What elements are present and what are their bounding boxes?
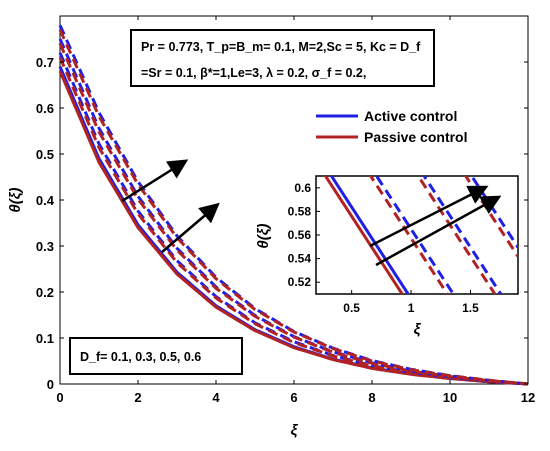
y-tick-label: 0.2 (36, 285, 54, 300)
series-line-passive-df-06 (58, 29, 529, 386)
inset-series-line-active-df-03 (374, 176, 456, 294)
inset-ticks: 0.5 1 1.5 0.52 0.54 0.56 0.58 0.6 (288, 181, 479, 315)
parameter-line-1: Pr = 0.773, T_p=B_m= 0.1, M=2,Sc = 5, Kc… (141, 40, 421, 54)
y-tick-label: 0.6 (36, 101, 54, 116)
legend-label-active: Active control (364, 108, 457, 124)
inset-x-tick-label: 0.5 (343, 301, 360, 315)
inset-y-tick-label: 0.56 (288, 228, 312, 242)
trend-arrow-upper (121, 159, 189, 203)
inset-y-tick-label: 0.6 (294, 181, 311, 195)
inset-y-axis-label: θ(ξ) (255, 223, 272, 248)
x-tick-label: 0 (56, 390, 63, 405)
series-line-passive-df-01 (58, 70, 529, 386)
x-tick-label: 4 (212, 390, 220, 405)
legend: Active control Passive control (316, 108, 468, 145)
inset-plot-area (315, 175, 519, 295)
inset-chart: 0.5 1 1.5 0.52 0.54 0.56 0.58 0.6 ξ θ(ξ) (255, 175, 519, 338)
inset-x-axis-label: ξ (414, 321, 422, 338)
inset-arrow-lower (375, 195, 502, 267)
y-axis-label: θ(ξ) (7, 187, 24, 212)
legend-label-passive: Passive control (364, 129, 468, 145)
df-annotation-box (69, 337, 243, 375)
df-annotation: D_f= 0.1, 0.3, 0.5, 0.6 (80, 350, 201, 364)
x-axis-label: ξ (291, 422, 299, 439)
y-tick-label: 0.5 (36, 147, 54, 162)
main-ticks: 0 2 4 6 8 10 12 0 0.1 0.2 0.3 0.4 0.5 0.6 0.7 (36, 16, 535, 405)
x-tick-label: 10 (443, 390, 457, 405)
y-tick-label: 0.4 (36, 193, 55, 208)
parameter-box (130, 29, 435, 87)
x-tick-label: 6 (290, 390, 297, 405)
inset-y-tick-label: 0.52 (288, 275, 312, 289)
x-tick-label: 12 (521, 390, 535, 405)
inset-x-tick-label: 1 (408, 301, 415, 315)
inset-y-tick-label: 0.58 (288, 204, 312, 218)
x-tick-label: 8 (368, 390, 375, 405)
inset-y-tick-label: 0.54 (288, 252, 312, 266)
inset-series-line-passive-df-01 (323, 176, 404, 294)
y-tick-label: 0 (47, 377, 54, 392)
x-tick-label: 2 (134, 390, 141, 405)
series-line-active-df-03 (58, 52, 529, 386)
inset-series-line-passive-df-05 (416, 176, 497, 294)
inset-series-line-passive-df-03 (368, 176, 450, 294)
inset-arrow-upper (369, 185, 489, 248)
inset-series-line-active-df-05 (422, 176, 503, 294)
parameter-line-2: =Sr = 0.1, β*=1,Le=3, λ = 0.2, σ_f = 0.2… (141, 66, 366, 80)
y-tick-label: 0.7 (36, 55, 54, 70)
y-tick-label: 0.3 (36, 239, 54, 254)
main-curves (58, 24, 529, 386)
trend-arrow-lower (161, 202, 220, 253)
inset-series-line-active-df-01 (329, 176, 410, 294)
y-tick-label: 0.1 (36, 331, 54, 346)
inset-x-tick-label: 1.5 (462, 301, 479, 315)
